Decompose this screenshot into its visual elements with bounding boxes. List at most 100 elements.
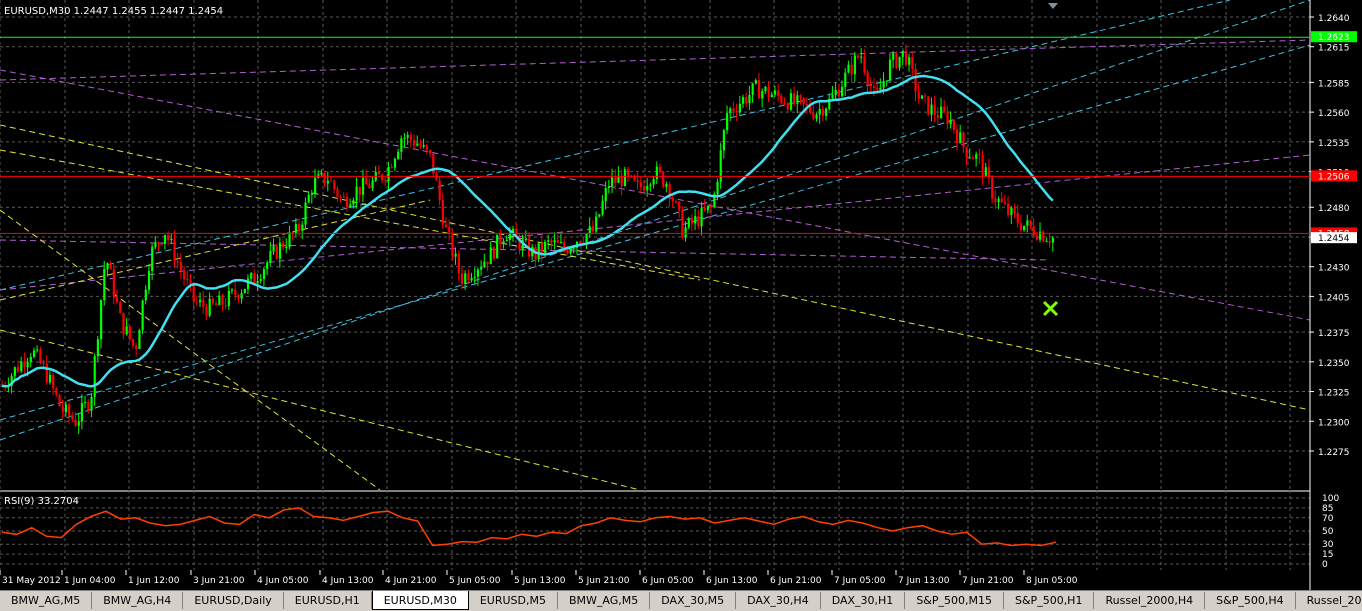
candle-body bbox=[29, 356, 32, 363]
candle-body bbox=[987, 167, 991, 178]
candle-body bbox=[496, 234, 499, 259]
rsi-tick-label: 15 bbox=[1322, 550, 1333, 560]
candle-body bbox=[700, 207, 703, 227]
candle-body bbox=[812, 112, 815, 119]
candle-body bbox=[269, 251, 272, 263]
chart-tab[interactable]: Russel_2000,Daily bbox=[1296, 592, 1362, 609]
candle-body bbox=[617, 175, 620, 183]
candle-body bbox=[326, 180, 329, 184]
trendlines[interactable] bbox=[0, 0, 1311, 490]
chart-tab[interactable]: DAX_30,M5 bbox=[650, 592, 737, 609]
chart-tab[interactable]: BMW_AG,M5 bbox=[0, 592, 93, 609]
candle-body bbox=[444, 224, 448, 227]
chart-tab[interactable]: S&P_500,H1 bbox=[1004, 592, 1095, 609]
candle-body bbox=[818, 108, 821, 115]
candle-body bbox=[959, 132, 962, 143]
candle-body bbox=[655, 166, 658, 180]
candle-body bbox=[202, 299, 205, 307]
candle-body bbox=[620, 175, 623, 187]
rsi-tick-label: 70 bbox=[1322, 514, 1334, 524]
trendline[interactable] bbox=[0, 149, 701, 281]
candle-body bbox=[799, 95, 802, 98]
candle-body bbox=[336, 188, 339, 197]
trendline[interactable] bbox=[0, 199, 431, 301]
trendline[interactable] bbox=[0, 69, 1311, 321]
candle-body bbox=[486, 261, 489, 265]
candle-body bbox=[904, 50, 908, 65]
chart-tab[interactable]: BMW_AG,M5 bbox=[558, 592, 651, 609]
chart-tab[interactable]: Russel_2000,H4 bbox=[1094, 592, 1206, 609]
trendline[interactable] bbox=[0, 0, 1231, 291]
candle-body bbox=[927, 96, 930, 115]
candle-body bbox=[955, 129, 959, 143]
candle-body bbox=[483, 261, 486, 268]
candle-body bbox=[831, 94, 834, 99]
trendline[interactable] bbox=[0, 239, 1051, 261]
candle-body bbox=[579, 241, 582, 243]
candle-body bbox=[147, 271, 151, 290]
price-chart[interactable]: 1.26401.26151.25851.25601.25351.25101.24… bbox=[0, 0, 1362, 490]
cross-marker bbox=[1042, 300, 1059, 317]
candle-body bbox=[786, 104, 789, 110]
candle-body bbox=[61, 406, 64, 413]
trendline[interactable] bbox=[0, 124, 1311, 411]
candle-body bbox=[604, 188, 607, 202]
candle-body bbox=[971, 157, 975, 159]
candle-body bbox=[780, 96, 783, 104]
chart-tab[interactable]: BMW_AG,H4 bbox=[92, 592, 184, 609]
trendline[interactable] bbox=[0, 209, 381, 490]
candle-body bbox=[512, 228, 515, 234]
time-tick-label: 3 Jun 21:00 bbox=[193, 576, 245, 586]
price-tick-label: 1.2560 bbox=[1318, 109, 1350, 119]
candle-body bbox=[428, 150, 432, 154]
candle-body bbox=[275, 246, 278, 259]
chart-tab[interactable]: EURUSD,Daily bbox=[183, 592, 284, 609]
candle-body bbox=[888, 59, 892, 81]
candle-body bbox=[1010, 207, 1013, 216]
chart-tab[interactable]: EURUSD,H1 bbox=[284, 592, 372, 609]
candle-body bbox=[195, 301, 199, 303]
candle-body bbox=[591, 226, 595, 232]
candle-body bbox=[828, 98, 831, 109]
rsi-tick-label: 0 bbox=[1322, 560, 1328, 570]
candle-body bbox=[553, 240, 556, 243]
candle-body bbox=[751, 83, 754, 95]
chart-tab[interactable]: S&P_500,H4 bbox=[1205, 592, 1296, 609]
trendline[interactable] bbox=[0, 44, 1311, 421]
candle-body bbox=[981, 155, 984, 177]
rsi-tick-label: 100 bbox=[1322, 494, 1339, 504]
candle-body bbox=[847, 64, 850, 73]
candle-body bbox=[87, 402, 90, 411]
chart-tab[interactable]: EURUSD,M30 bbox=[371, 591, 469, 610]
trendline[interactable] bbox=[0, 329, 641, 490]
candle-body bbox=[96, 339, 100, 357]
trendline[interactable] bbox=[0, 39, 1311, 81]
candle-body bbox=[259, 278, 262, 281]
chart-tab[interactable]: EURUSD,M5 bbox=[469, 592, 558, 609]
candle-body bbox=[860, 56, 863, 58]
candle-body bbox=[413, 140, 416, 146]
candle-body bbox=[208, 298, 211, 316]
candle-body bbox=[390, 166, 393, 168]
candle-body bbox=[68, 404, 71, 416]
candle-body bbox=[911, 57, 914, 69]
candle-body bbox=[930, 104, 933, 115]
scroll-shift-icon[interactable] bbox=[1048, 3, 1058, 9]
candle-body bbox=[639, 182, 642, 188]
trendline[interactable] bbox=[0, 0, 1311, 441]
rsi-tick-label: 50 bbox=[1322, 527, 1334, 537]
candle-body bbox=[678, 201, 681, 211]
candle-body bbox=[815, 114, 818, 119]
chart-tab[interactable]: DAX_30,H4 bbox=[736, 592, 821, 609]
candle-body bbox=[314, 177, 317, 194]
candle-body bbox=[796, 95, 799, 104]
candle-body bbox=[694, 216, 697, 224]
candle-body bbox=[825, 108, 828, 116]
trendline[interactable] bbox=[0, 154, 1311, 291]
time-tick-label: 6 Jun 21:00 bbox=[770, 576, 822, 586]
chart-tab[interactable]: S&P_500,M15 bbox=[905, 592, 1004, 609]
candle-body bbox=[218, 295, 221, 306]
chart-tab[interactable]: DAX_30,H1 bbox=[821, 592, 906, 609]
